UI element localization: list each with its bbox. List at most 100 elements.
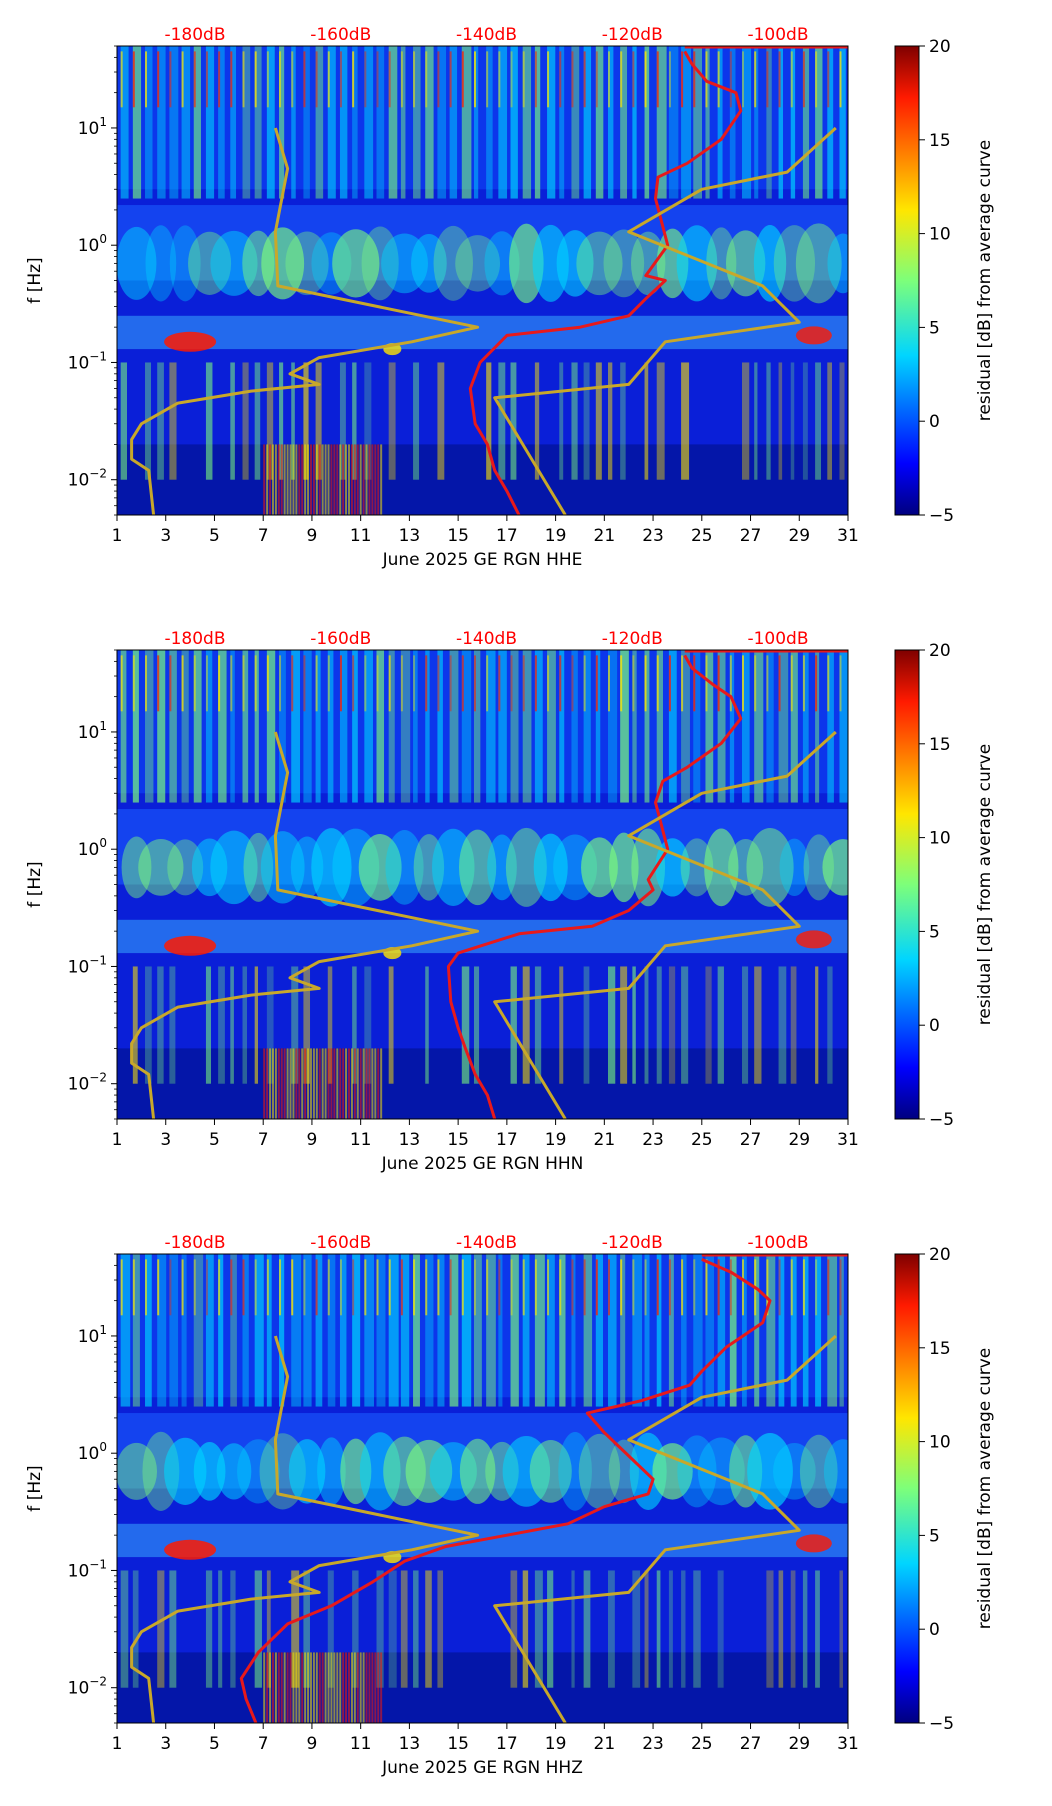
- x-tick-label: 17: [496, 1130, 518, 1150]
- x-tick-label: 5: [209, 1734, 220, 1754]
- colorbar-tick-label: −5: [929, 506, 954, 526]
- noise-curve: [446, 654, 743, 1119]
- x-tick-label: 5: [209, 1130, 220, 1150]
- colorbar-tick-label: −5: [929, 1110, 954, 1130]
- colorbar-label: residual [dB] from average curve: [975, 744, 995, 1025]
- x-tick-label: 3: [160, 526, 171, 546]
- x-tick-label: 9: [307, 1130, 318, 1150]
- colorbar-tick-label: 0: [929, 1016, 940, 1036]
- colorbar-tick-label: 20: [929, 641, 951, 661]
- y-tick-label: 101: [78, 719, 107, 743]
- x-tick-label: 29: [788, 1130, 810, 1150]
- x-tick-label: 17: [496, 1734, 518, 1754]
- x-tick-label: 13: [399, 1130, 421, 1150]
- x-tick-label: 13: [399, 526, 421, 546]
- db-axis-label: -140dB: [456, 1233, 517, 1253]
- colorbar-label: residual [dB] from average curve: [975, 140, 995, 421]
- x-tick-label: 7: [258, 1734, 269, 1754]
- colorbar-tick-label: −5: [929, 1714, 954, 1734]
- db-axis: -180dB -160dB -140dB -120dB -100dB: [164, 1233, 808, 1253]
- colorbar-tick-label: 10: [929, 829, 951, 849]
- x-tick-label: 9: [307, 1734, 318, 1754]
- x-tick-label: 1: [112, 1130, 123, 1150]
- y-axis: 10−2 10−1 100 101 f [Hz]: [25, 45, 117, 516]
- y-axis-label: f [Hz]: [25, 1465, 45, 1511]
- x-tick-label: 19: [545, 1734, 567, 1754]
- colorbar: 20 15 10 5 0 −5 residual [dB] from average cur…: [894, 1245, 995, 1734]
- db-axis-label: -140dB: [456, 25, 517, 45]
- db-axis-label: -180dB: [164, 25, 225, 45]
- y-tick-label: 10−1: [68, 349, 107, 373]
- x-tick-label: 23: [642, 526, 664, 546]
- x-tick-label: 9: [307, 526, 318, 546]
- x-tick-label: 1: [112, 526, 123, 546]
- x-tick-label: 1: [112, 1734, 123, 1754]
- db-axis-label: -160dB: [310, 629, 371, 649]
- x-axis-label: June 2025 GE RGN HHN: [381, 1154, 584, 1174]
- x-tick-label: 25: [691, 526, 713, 546]
- spectrogram-image: [117, 1254, 848, 1723]
- db-axis-label: -100dB: [747, 25, 808, 45]
- reference-model-curve: [493, 730, 837, 1119]
- colorbar-gradient: [894, 45, 920, 516]
- y-tick-label: 100: [78, 836, 107, 860]
- spectrogram-image: [117, 650, 848, 1119]
- x-tick-label: 25: [691, 1734, 713, 1754]
- colorbar-tick-label: 0: [929, 1620, 940, 1640]
- db-axis-label: -120dB: [602, 25, 663, 45]
- db-axis-label: -180dB: [164, 1233, 225, 1253]
- y-tick-label: 10−2: [68, 1675, 107, 1699]
- x-axis-label: June 2025 GE RGN HHZ: [381, 1758, 583, 1778]
- x-tick-label: 3: [160, 1130, 171, 1150]
- x-tick-label: 15: [447, 526, 469, 546]
- y-axis-label: f [Hz]: [25, 861, 45, 907]
- x-tick-label: 19: [545, 1130, 567, 1150]
- x-tick-label: 23: [642, 1130, 664, 1150]
- y-axis: 10−2 10−1 100 101 f [Hz]: [25, 1253, 117, 1724]
- x-tick-label: 13: [399, 1734, 421, 1754]
- reference-model-curve: [130, 1335, 480, 1723]
- db-axis-label: -120dB: [602, 629, 663, 649]
- colorbar-gradient: [894, 1253, 920, 1724]
- x-tick-label: 29: [788, 526, 810, 546]
- db-axis-label: -100dB: [747, 1233, 808, 1253]
- db-axis-label: -160dB: [310, 25, 371, 45]
- y-tick-label: 100: [78, 1440, 107, 1464]
- x-tick-label: 29: [788, 1734, 810, 1754]
- x-tick-label: 23: [642, 1734, 664, 1754]
- x-tick-label: 11: [350, 1130, 372, 1150]
- x-tick-label: 15: [447, 1130, 469, 1150]
- x-tick-label: 21: [594, 526, 616, 546]
- db-axis: -180dB -160dB -140dB -120dB -100dB: [164, 25, 808, 45]
- db-axis-label: -160dB: [310, 1233, 371, 1253]
- noise-curve: [468, 50, 743, 515]
- y-tick-label: 100: [78, 232, 107, 256]
- x-tick-label: 31: [837, 1734, 859, 1754]
- y-tick-label: 101: [78, 115, 107, 139]
- colorbar: 20 15 10 5 0 −5 residual [dB] from average cur…: [894, 641, 995, 1130]
- x-tick-label: 31: [837, 1130, 859, 1150]
- x-tick-label: 17: [496, 526, 518, 546]
- db-axis: -180dB -160dB -140dB -120dB -100dB: [164, 629, 808, 649]
- x-tick-label: 5: [209, 526, 220, 546]
- reference-model-curve: [493, 126, 837, 515]
- x-tick-label: 15: [447, 1734, 469, 1754]
- y-tick-label: 10−2: [68, 467, 107, 491]
- x-tick-label: 27: [740, 1130, 762, 1150]
- colorbar-label: residual [dB] from average curve: [975, 1348, 995, 1629]
- x-tick-label: 27: [740, 1734, 762, 1754]
- colorbar-tick-label: 10: [929, 225, 951, 245]
- colorbar-tick-label: 5: [929, 318, 940, 338]
- x-tick-label: 7: [258, 1130, 269, 1150]
- y-axis: 10−2 10−1 100 101 f [Hz]: [25, 649, 117, 1120]
- x-tick-label: 27: [740, 526, 762, 546]
- y-tick-label: 101: [78, 1323, 107, 1347]
- x-axis-label: June 2025 GE RGN HHE: [382, 550, 583, 570]
- x-tick-label: 11: [350, 1734, 372, 1754]
- db-axis-label: -140dB: [456, 629, 517, 649]
